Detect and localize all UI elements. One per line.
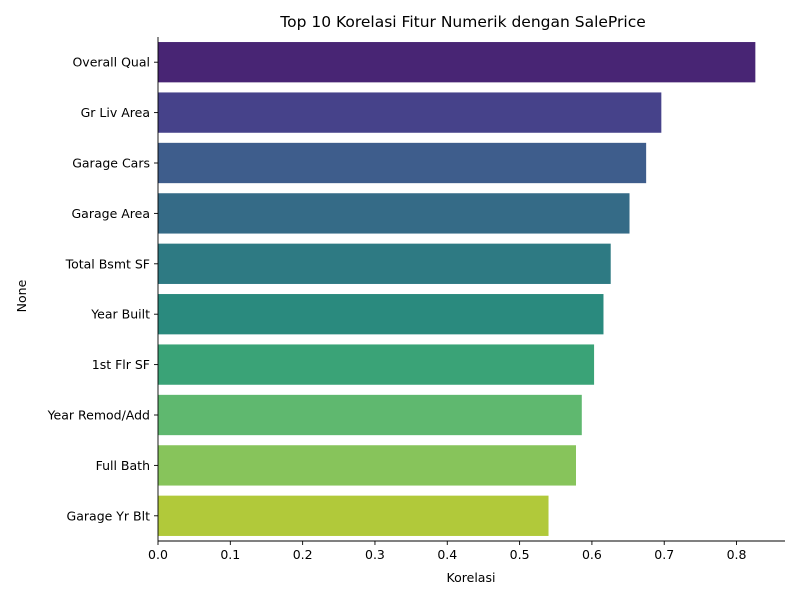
bar	[158, 344, 595, 385]
y-tick-label: Overall Qual	[72, 55, 150, 70]
bar	[158, 294, 604, 335]
y-tick-label: 1st Flr SF	[92, 357, 150, 372]
y-tick-label: Gr Liv Area	[81, 105, 150, 120]
bar	[158, 495, 549, 536]
x-tick-label: 0.7	[654, 547, 674, 562]
bar	[158, 445, 576, 486]
x-tick-label: 0.3	[365, 547, 385, 562]
x-tick-label: 0.0	[148, 547, 168, 562]
x-axis-ticks: 0.0 0.1 0.2 0.3 0.4 0.5 0.6 0.7 0.8	[148, 541, 747, 562]
y-tick-label: Garage Yr Blt	[67, 508, 151, 523]
x-tick-label: 0.8	[727, 547, 747, 562]
x-tick-label: 0.2	[293, 547, 313, 562]
x-tick-label: 0.4	[437, 547, 457, 562]
y-tick-label: Garage Cars	[72, 156, 150, 171]
x-tick-label: 0.1	[220, 547, 240, 562]
y-tick-label: Garage Area	[71, 206, 150, 221]
bar	[158, 394, 582, 436]
y-tick-label: Year Built	[90, 307, 150, 322]
x-axis-label: Korelasi	[447, 570, 496, 585]
y-tick-label: Full Bath	[96, 458, 150, 473]
bar	[158, 142, 647, 184]
y-axis-label: None	[14, 279, 29, 312]
y-axis-ticks: Overall Qual Gr Liv Area Garage Cars Garage…	[47, 55, 158, 523]
y-tick-label: Year Remod/Add	[47, 408, 150, 423]
x-tick-label: 0.5	[510, 547, 530, 562]
y-tick-label: Total Bsmt SF	[65, 256, 150, 271]
bar	[158, 193, 630, 234]
x-tick-label: 0.6	[582, 547, 602, 562]
bar	[158, 42, 756, 83]
bar	[158, 243, 611, 284]
bar	[158, 92, 662, 133]
bars-group	[158, 42, 756, 536]
chart-title: Top 10 Korelasi Fitur Numerik dengan Sal…	[279, 13, 646, 31]
